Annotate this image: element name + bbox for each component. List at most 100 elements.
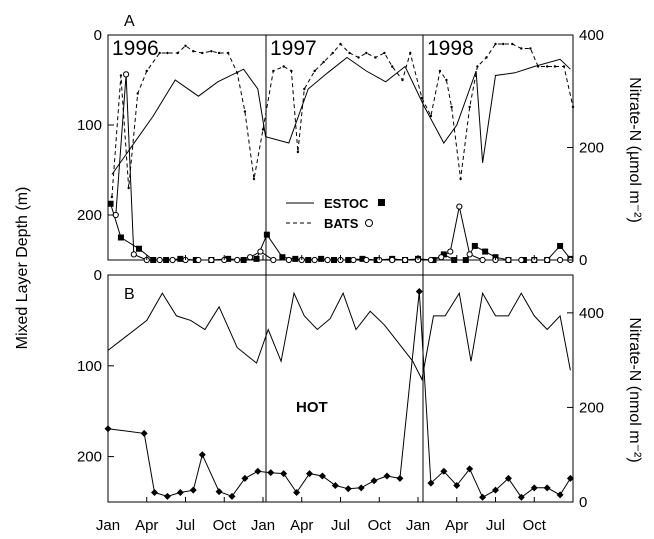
panel-a-bats-dashed-point <box>357 56 360 59</box>
panel-a-estoc-solid-squares-point <box>462 257 469 263</box>
panel-b-hot-solid-diamonds-point <box>215 488 223 496</box>
panel-b-hot-solid-diamonds-point <box>556 491 564 499</box>
panel-b-hot-solid-diamonds-point <box>241 474 249 482</box>
panel-a-bats-solid-circles-point <box>518 256 525 264</box>
panel-b-hot-solid-diamonds-point <box>517 493 525 501</box>
panel-a-bats-solid-circles-point <box>456 203 463 210</box>
panel-a-estoc-solid-squares-point <box>471 242 478 249</box>
panel-a-bats-dashed-point <box>296 150 300 154</box>
year-label-1996: 1996 <box>112 37 159 60</box>
panel-a-bats-solid-circles-point <box>169 256 176 264</box>
year-dividers <box>265 35 424 502</box>
legend-estoc-label: ESTOC <box>324 196 369 211</box>
year-label-1997: 1997 <box>270 37 317 60</box>
panel-a-estoc-solid-squares-point <box>557 242 564 249</box>
panel-a-bats-dashed-point <box>110 195 114 199</box>
panel-b-hot-solid-line <box>107 291 571 381</box>
panel-a-bats-dashed-point <box>252 177 256 181</box>
panel-a-bats-dashed-point <box>127 186 130 190</box>
panel-a-bats-dashed-point <box>322 60 325 64</box>
panel-b-label: B <box>124 286 135 303</box>
panel-a-bats-solid-circles-point <box>234 256 241 264</box>
panel-b-hot-solid-diamonds-point <box>280 470 288 478</box>
panel-a-bats-solid-circles-point <box>544 256 551 264</box>
panel-b-left-tick-label: 0 <box>94 267 102 284</box>
panel-a-bats-dashed-point <box>313 69 316 73</box>
panel-a-bats-solid-circles-point <box>350 256 357 264</box>
panel-a-bats-solid-circles-point <box>257 248 264 255</box>
panel-b-hot-solid-diamonds-point <box>267 469 275 477</box>
panel-b-hot-solid-diamonds-point <box>104 425 112 433</box>
panel-a-bats-solid-circles-point <box>156 256 163 264</box>
panel-a-bats-dashed-point <box>401 78 404 82</box>
year-label-1998: 1998 <box>427 37 474 60</box>
x-tick-label: Apr <box>135 517 158 534</box>
panel-a-estoc-solid-squares-point <box>440 251 447 258</box>
panel-a-estoc-solid-squares-point <box>263 231 270 238</box>
panel-a-label: A <box>124 13 135 30</box>
panel-a-bats-dashed-point <box>374 56 377 59</box>
x-tick-label: Oct <box>523 517 547 534</box>
panel-a-estoc-solid-squares-point <box>136 245 142 252</box>
panel-b-hot-solid-diamonds-point <box>189 486 197 494</box>
panel-a-estoc-solid-squares-point <box>107 200 114 207</box>
panel-a-bats-solid-circles-point <box>195 256 202 264</box>
panel-a-bats-dashed-point <box>119 74 123 77</box>
panel-b-hot-solid-diamonds-point <box>306 470 313 478</box>
year-labels: 1996 1997 1998 <box>112 37 474 60</box>
panel-b-hot-solid-diamonds-point <box>331 481 339 489</box>
x-tick-label: Apr <box>445 517 468 534</box>
y-axis-right-title-a: Nitrate-N (µmol m⁻²) <box>626 77 643 223</box>
panel-b-hot-solid-diamonds-point <box>530 484 538 492</box>
panel-a-bats-solid-circles-point <box>438 254 445 261</box>
panel-b-hot-solid-diamonds-point <box>344 485 352 493</box>
panel-a-bats-solid-circles-point <box>130 251 137 258</box>
panel-a-bats-dashed-point <box>429 114 433 118</box>
panel-b-hot-solid-diamonds-point <box>140 429 148 437</box>
panel-a-bats-dashed-line <box>111 43 574 198</box>
panel-b-right-tick-label: 400 <box>579 305 604 322</box>
panel-a-axes: 0 100 200 0 200 400 <box>77 27 604 269</box>
panel-b-hot-solid-diamonds-point <box>479 493 487 501</box>
y-axis-right-title-b: Nitrate-N (nmol m⁻²) <box>626 317 643 462</box>
panel-a-bats-dashed-point <box>450 105 453 109</box>
panel-a-bats-solid-circles-point <box>324 256 331 264</box>
panel-a-bats-dashed-point <box>468 105 471 109</box>
panel-a-bats-solid-circles-point <box>466 251 473 258</box>
legend-bats-label: BATS <box>324 216 359 231</box>
panel-a-estoc-solid-squares-point <box>253 255 260 262</box>
x-axis-ticks: Jan Apr Jul Oct Jan Apr Jul Oct Jan Apr Jul Oct <box>96 517 547 534</box>
x-tick-label: Jul <box>176 517 195 534</box>
panel-a-bats-solid-circles-point <box>208 256 215 264</box>
panel-a-bats-dashed-point <box>390 65 394 68</box>
panel-a-bats-solid-circles-point <box>389 256 396 264</box>
hot-annotation: HOT <box>296 399 328 416</box>
panel-a-estoc-solid-line <box>111 56 571 175</box>
panel-a-estoc-solid-squares-point <box>292 255 299 262</box>
panel-a-bats-dashed-point <box>176 51 179 55</box>
panel-a-bats-dashed-point <box>476 65 479 68</box>
panel-a-left-tick-label: 200 <box>77 207 102 224</box>
panel-a-left-tick-label: 100 <box>77 117 102 134</box>
panel-b-hot-solid-diamonds-point <box>151 489 158 497</box>
panel-a-estoc-solid-squares-point <box>117 234 124 241</box>
panel-b-right-tick-label: 0 <box>579 494 587 511</box>
panel-b-hot-solid-diamonds-point <box>370 477 378 485</box>
panel-b-hot-solid-diamonds-point <box>383 472 391 480</box>
panel-a-right-tick-label: 0 <box>579 252 587 269</box>
panel-a-bats-dashed-point <box>184 44 187 47</box>
panel-a-bats-solid-circles-point <box>505 256 512 264</box>
legend-estoc-marker <box>378 199 385 206</box>
x-tick-label: Jul <box>486 517 505 534</box>
panel-a-bats-dashed-point <box>536 65 540 68</box>
panel-b: B 0 100 200 0 200 400 HOT <box>77 267 604 511</box>
y-axis-left-title: Mixed Layer Depth (m) <box>14 187 31 350</box>
panel-a-bats-dashed-point <box>365 51 368 55</box>
x-tick-label: Apr <box>290 517 313 534</box>
panel-a-right-tick-label: 400 <box>579 27 604 44</box>
panel-b-series <box>104 288 574 501</box>
panel-a-bats-dashed-point <box>290 69 293 73</box>
panel-a-bats-solid-circles-point <box>401 256 409 264</box>
panel-a-bats-dashed-point <box>210 50 213 53</box>
